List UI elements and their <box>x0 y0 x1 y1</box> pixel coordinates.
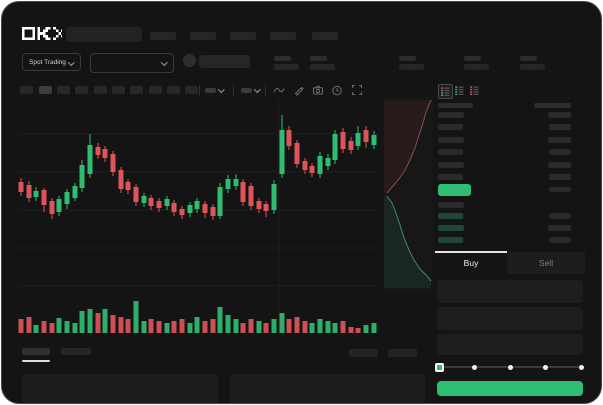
book-asks-only-icon[interactable] <box>468 84 481 97</box>
ask-row-amount-1[interactable] <box>549 124 571 130</box>
nav-item-3[interactable] <box>270 32 296 40</box>
screenshot-icon[interactable] <box>312 84 324 97</box>
bottom-tab-1[interactable] <box>61 348 91 355</box>
indicator-dropdown-1[interactable] <box>241 88 252 93</box>
global-search-input[interactable] <box>66 27 142 42</box>
orderbook-header-amount <box>534 103 571 108</box>
bottom-control-1[interactable] <box>388 349 417 357</box>
nav-item-4[interactable] <box>312 32 338 40</box>
timeframe-button-9[interactable] <box>185 86 198 94</box>
orderbook-header-price <box>438 103 473 108</box>
ticker-value-4 <box>520 64 545 70</box>
bid-row-amount-2[interactable] <box>548 225 571 231</box>
fullscreen-icon[interactable] <box>351 84 363 97</box>
nav-item-1[interactable] <box>190 32 216 40</box>
bid-row-amount-1[interactable] <box>549 213 571 219</box>
ticker-label-1 <box>310 56 327 61</box>
timeframe-button-0[interactable] <box>20 86 33 94</box>
okx-logo <box>22 27 62 40</box>
toolbar-divider <box>233 85 234 96</box>
timeframe-button-1[interactable] <box>39 86 52 94</box>
book-bids-only-icon[interactable] <box>453 84 466 97</box>
chevron-down-icon[interactable] <box>219 87 224 92</box>
tab-sell[interactable]: Sell <box>507 252 585 274</box>
pair-action-button[interactable] <box>199 55 250 68</box>
ticker-label-2 <box>399 56 416 61</box>
ask-row-amount-2[interactable] <box>548 137 571 143</box>
ask-row-price-4[interactable] <box>438 162 464 168</box>
ask-row-price-0[interactable] <box>438 112 464 118</box>
buy-submit-button[interactable] <box>437 381 583 396</box>
ticker-label-3 <box>464 56 481 61</box>
buy-tab-underline <box>435 251 507 253</box>
history-panel-0 <box>22 374 218 403</box>
indicator-dropdown-0[interactable] <box>205 88 216 93</box>
timeframe-button-4[interactable] <box>94 86 107 94</box>
last-price-indicator[interactable] <box>438 184 471 196</box>
order-input-0[interactable] <box>437 280 583 303</box>
ask-row-amount-4[interactable] <box>548 162 571 168</box>
ask-row-price-3[interactable] <box>438 149 463 155</box>
slider-stop-4[interactable] <box>578 364 584 370</box>
ask-row-amount-5[interactable] <box>549 174 571 180</box>
timeframe-button-5[interactable] <box>112 86 125 94</box>
bottom-tab-active-underline <box>22 360 50 362</box>
order-input-2[interactable] <box>437 334 583 355</box>
ask-row-price-1[interactable] <box>438 124 463 130</box>
bid-row-amount-3[interactable] <box>549 237 571 243</box>
pair-selector-dropdown[interactable] <box>90 53 174 73</box>
ask-row-price-5[interactable] <box>438 174 463 180</box>
ticker-value-0 <box>274 64 299 70</box>
ticker-label-0 <box>274 56 291 61</box>
history-icon[interactable] <box>331 84 343 97</box>
nav-item-0[interactable] <box>150 32 176 40</box>
slider-stop-2[interactable] <box>507 364 513 370</box>
ticker-value-1 <box>310 64 335 70</box>
pair-avatar <box>183 54 196 67</box>
ask-row-price-2[interactable] <box>438 137 464 143</box>
bid-row-price-3[interactable] <box>438 237 463 243</box>
draw-tool-icon[interactable] <box>293 84 305 97</box>
line-style-icon[interactable] <box>273 84 285 97</box>
slider-stop-1[interactable] <box>472 364 477 370</box>
ticker-value-3 <box>464 64 489 70</box>
market-type-label: Spot Trading <box>29 58 66 66</box>
nav-item-2[interactable] <box>230 32 256 40</box>
ticker-value-2 <box>399 64 424 70</box>
chevron-down-icon[interactable] <box>255 87 260 92</box>
chevron-down-icon <box>162 60 167 65</box>
timeframe-button-3[interactable] <box>75 86 88 94</box>
last-price-amount <box>549 187 571 192</box>
ask-row-amount-3[interactable] <box>549 149 571 155</box>
slider-stop-3[interactable] <box>543 364 548 370</box>
slider-handle[interactable] <box>434 362 444 372</box>
ticker-label-4 <box>520 56 537 61</box>
chevron-down-icon <box>69 60 74 65</box>
bottom-tab-0[interactable] <box>22 348 50 355</box>
bid-row-price-1[interactable] <box>438 213 463 219</box>
timeframe-button-6[interactable] <box>130 86 143 94</box>
history-panel-1 <box>230 374 425 403</box>
tab-buy[interactable]: Buy <box>463 258 479 268</box>
price-chart[interactable] <box>17 98 434 338</box>
order-input-1[interactable] <box>437 307 583 330</box>
bottom-control-0[interactable] <box>349 349 378 357</box>
ask-row-amount-0[interactable] <box>548 112 571 118</box>
bid-row-price-2[interactable] <box>438 225 464 231</box>
timeframe-button-2[interactable] <box>57 86 70 94</box>
market-type-dropdown[interactable]: Spot Trading <box>22 53 81 71</box>
book-combined-icon[interactable] <box>438 84 453 99</box>
bid-row-price-0[interactable] <box>438 202 464 208</box>
toolbar-divider <box>265 85 266 96</box>
timeframe-button-8[interactable] <box>167 86 180 94</box>
toolbar-divider <box>199 85 200 96</box>
timeframe-button-7[interactable] <box>149 86 162 94</box>
